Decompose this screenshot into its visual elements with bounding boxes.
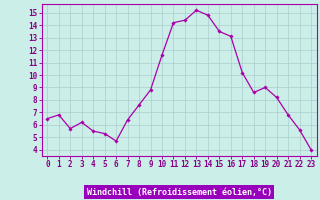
Text: Windchill (Refroidissement éolien,°C): Windchill (Refroidissement éolien,°C) [87,188,272,196]
